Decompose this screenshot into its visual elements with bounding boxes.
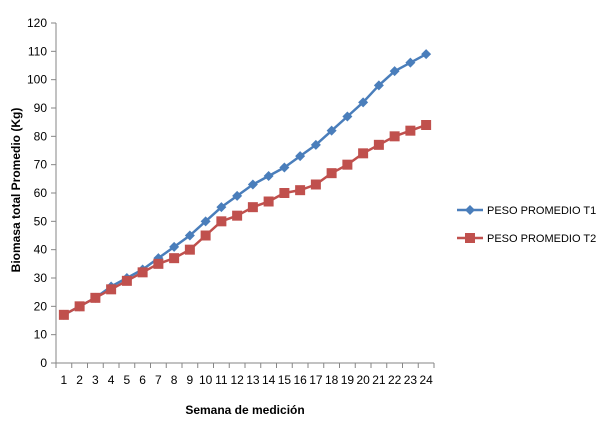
data-point: [169, 241, 180, 252]
data-point: [421, 120, 432, 130]
y-axis-title: Biomasa total Promedio (Kg): [9, 108, 23, 273]
data-point: [326, 168, 337, 179]
data-point: [373, 139, 384, 150]
data-point: [232, 210, 243, 221]
legend-label: PESO PROMEDIO T1: [487, 205, 596, 217]
data-point: [405, 125, 416, 136]
x-tick-label: 9: [187, 373, 194, 387]
data-point: [358, 97, 369, 108]
data-point: [74, 301, 85, 312]
data-point: [389, 131, 400, 142]
data-point: [90, 292, 101, 303]
data-point: [263, 196, 274, 207]
data-point: [358, 148, 369, 159]
y-tick-label: 80: [34, 129, 48, 143]
legend-label: PESO PROMEDIO T2: [487, 233, 596, 245]
data-point: [232, 190, 243, 201]
y-tick-label: 110: [28, 44, 47, 58]
x-tick-label: 14: [262, 373, 276, 387]
x-tick-label: 24: [419, 373, 433, 387]
x-tick-label: 15: [278, 373, 292, 387]
x-tick-label: 16: [293, 373, 307, 387]
data-point: [153, 258, 164, 269]
series-line: [63, 123, 427, 316]
data-point: [216, 216, 227, 227]
data-point: [184, 230, 195, 241]
data-point: [295, 185, 306, 196]
y-tick-label: 70: [34, 158, 48, 172]
data-point: [342, 159, 353, 170]
data-point: [247, 202, 258, 213]
y-tick-label: 10: [34, 328, 48, 342]
legend: PESO PROMEDIO T1 PESO PROMEDIO T2: [457, 205, 596, 245]
x-tick-label: 18: [325, 373, 339, 387]
data-point: [58, 309, 69, 320]
y-tick-label: 50: [34, 214, 48, 228]
data-point: [263, 171, 274, 181]
data-point: [200, 216, 211, 227]
data-point: [310, 179, 321, 190]
data-point: [106, 284, 117, 295]
x-tick-label: 19: [341, 373, 355, 387]
x-tick-label: 7: [155, 373, 162, 387]
data-point: [310, 139, 321, 150]
y-tick-label: 30: [34, 271, 48, 285]
x-tick-label: 8: [171, 373, 178, 387]
data-point: [326, 125, 337, 136]
data-point: [279, 188, 290, 198]
x-tick-label: 5: [124, 373, 131, 387]
y-tick-label: 20: [34, 299, 48, 313]
x-tick-label: 4: [108, 373, 115, 387]
x-tick-label: 20: [356, 373, 370, 387]
x-tick-label: 3: [92, 373, 99, 387]
legend-marker: [465, 233, 475, 243]
data-point: [200, 230, 211, 241]
y-tick-label: 120: [27, 16, 47, 30]
x-tick-label: 23: [404, 373, 418, 387]
y-tick-label: 60: [34, 186, 48, 200]
x-tick-label: 22: [388, 373, 402, 387]
legend-marker: [465, 205, 475, 215]
x-tick-label: 12: [230, 373, 244, 387]
series-2: [58, 120, 432, 320]
x-tick-label: 2: [76, 373, 83, 387]
data-point: [121, 275, 132, 286]
x-tick-label: 11: [215, 373, 228, 387]
data-point: [421, 49, 432, 60]
x-tick-label: 6: [139, 373, 146, 387]
data-point: [216, 202, 227, 213]
data-point: [137, 267, 148, 278]
x-tick-label: 13: [246, 373, 260, 387]
y-tick-label: 100: [27, 73, 47, 87]
x-tick-label: 1: [61, 373, 68, 387]
data-point: [405, 57, 416, 68]
x-tick-label: 10: [199, 373, 213, 387]
data-point: [247, 179, 258, 190]
data-point: [184, 244, 195, 255]
data-point: [342, 111, 353, 122]
y-tick-label: 0: [40, 356, 47, 370]
x-axis-title: Semana de medición: [185, 403, 304, 417]
y-tick-label: 90: [34, 101, 48, 115]
x-tick-label: 17: [309, 373, 323, 387]
series-line: [63, 53, 427, 316]
series-1: [58, 49, 432, 320]
data-point: [373, 80, 384, 91]
legend-item-2: PESO PROMEDIO T2: [457, 233, 596, 245]
data-point: [389, 66, 400, 77]
data-point: [295, 151, 306, 162]
y-tick-label: 40: [34, 243, 48, 257]
data-point: [279, 162, 290, 173]
data-point: [169, 253, 180, 264]
legend-item-1: PESO PROMEDIO T1: [457, 205, 596, 217]
x-tick-label: 21: [372, 373, 386, 387]
